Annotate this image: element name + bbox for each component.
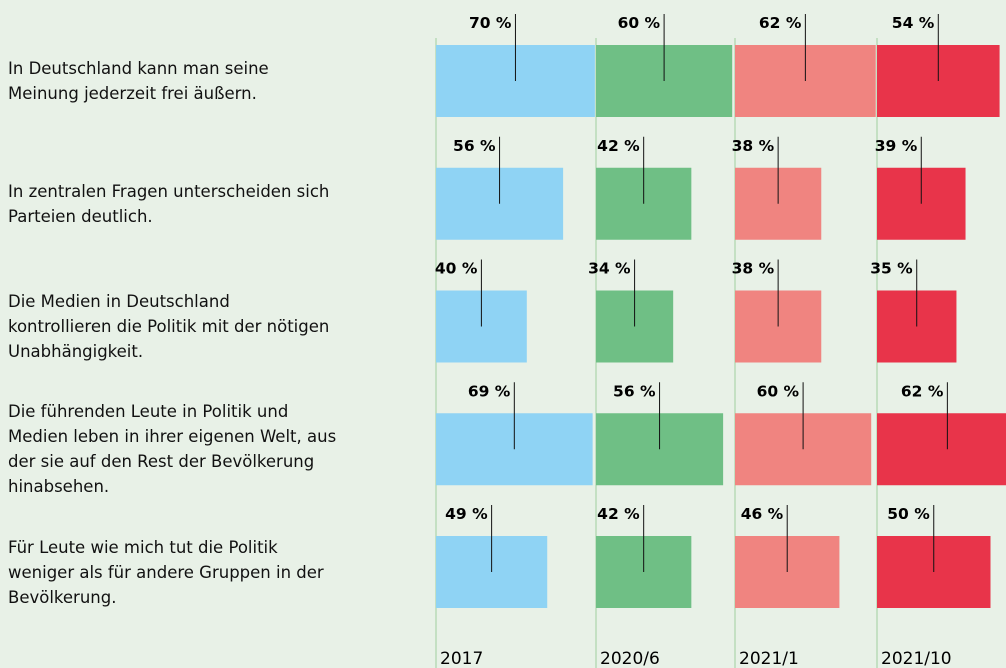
- legend-label: 2021/10: [881, 649, 952, 668]
- value-label: 42 %: [597, 505, 640, 523]
- value-label: 69 %: [468, 382, 511, 400]
- value-label: 38 %: [732, 137, 775, 155]
- value-label: 49 %: [445, 505, 488, 523]
- bar: [877, 413, 1006, 486]
- value-label: 60 %: [618, 14, 661, 32]
- value-label: 50 %: [887, 505, 930, 523]
- category-label: Die führenden Leute in Politik und Medie…: [8, 402, 337, 497]
- value-label: 42 %: [597, 137, 640, 155]
- value-label: 38 %: [732, 260, 775, 278]
- legend-label: 2017: [440, 649, 483, 668]
- value-label: 56 %: [613, 382, 656, 400]
- value-label: 62 %: [901, 382, 944, 400]
- value-label: 39 %: [875, 137, 918, 155]
- legend-label: 2020/6: [600, 649, 660, 668]
- category-label: Für Leute wie mich tut die Politik wenig…: [8, 537, 324, 607]
- value-label: 60 %: [757, 382, 800, 400]
- legend-label: 2021/1: [739, 649, 799, 668]
- value-label: 54 %: [892, 14, 935, 32]
- category-label: In Deutschland kann man seine Meinung je…: [8, 59, 269, 103]
- value-label: 35 %: [870, 260, 913, 278]
- value-label: 46 %: [741, 505, 784, 523]
- value-label: 40 %: [435, 260, 478, 278]
- value-label: 56 %: [453, 137, 496, 155]
- value-label: 62 %: [759, 14, 802, 32]
- value-label: 70 %: [469, 14, 512, 32]
- value-label: 34 %: [588, 260, 631, 278]
- category-label: In zentralen Fragen unterscheiden sich P…: [8, 181, 330, 226]
- category-label: Die Medien in Deutschland kontrollieren …: [8, 292, 330, 361]
